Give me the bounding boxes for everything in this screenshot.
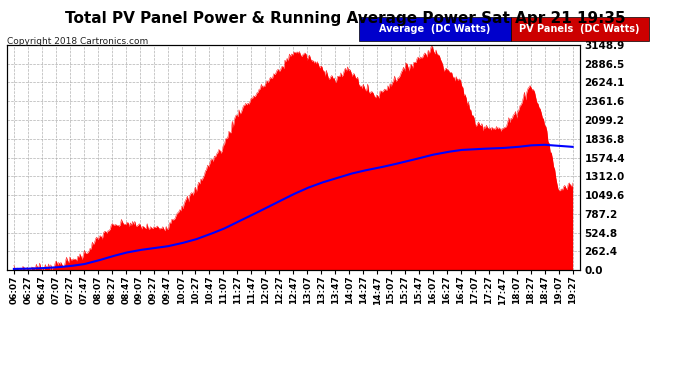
Text: Copyright 2018 Cartronics.com: Copyright 2018 Cartronics.com: [7, 38, 148, 46]
Text: PV Panels  (DC Watts): PV Panels (DC Watts): [520, 24, 640, 34]
Text: Average  (DC Watts): Average (DC Watts): [379, 24, 491, 34]
Text: Total PV Panel Power & Running Average Power Sat Apr 21 19:35: Total PV Panel Power & Running Average P…: [65, 11, 625, 26]
